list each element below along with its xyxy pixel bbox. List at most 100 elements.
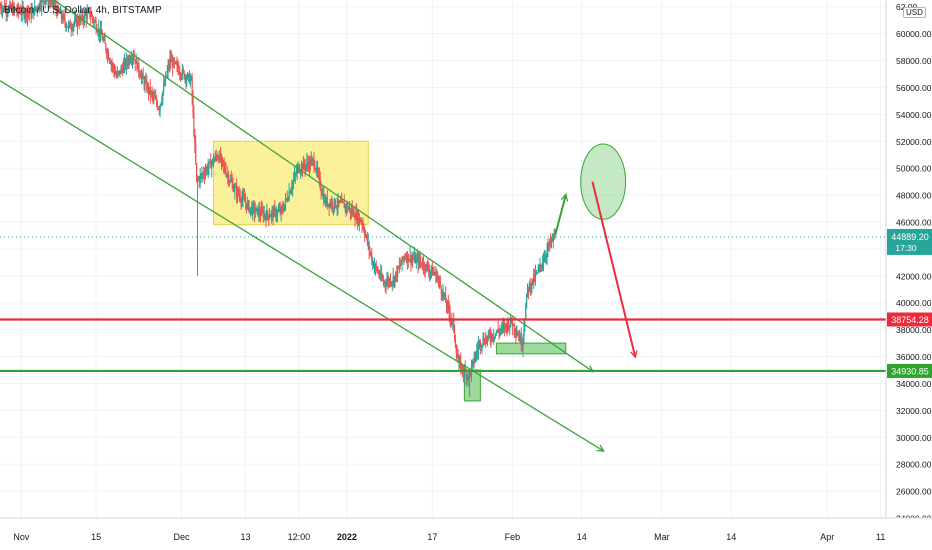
candle-body — [58, 6, 60, 12]
candle-up — [292, 180, 294, 197]
candle-down — [155, 89, 157, 101]
candle-down — [212, 153, 215, 168]
candle-body — [306, 161, 308, 165]
candle-down — [63, 13, 65, 21]
candle-body — [547, 244, 549, 251]
candle-body — [249, 208, 251, 212]
candle-down — [90, 6, 92, 25]
candle-body — [65, 22, 67, 27]
candle-body — [373, 266, 376, 268]
candle-body — [479, 341, 481, 347]
candle-up — [212, 158, 214, 166]
last-price-badge — [887, 228, 932, 255]
candle-body — [331, 201, 333, 206]
candle-down — [222, 159, 224, 173]
candle-up — [471, 360, 473, 370]
candle-body — [258, 209, 260, 216]
candle-body — [309, 160, 312, 166]
candle-body — [114, 69, 116, 75]
candle-down — [312, 157, 314, 167]
candle-body — [532, 278, 534, 283]
candle-body — [17, 6, 19, 12]
currency-badge[interactable]: USD — [903, 7, 926, 18]
candle-up — [135, 53, 137, 65]
candle-body — [478, 341, 481, 345]
candle-up — [107, 47, 109, 64]
candle-body — [127, 62, 129, 64]
candle-body — [321, 192, 323, 196]
candle-down — [467, 374, 469, 381]
candle-body — [455, 346, 457, 354]
candle-up — [8, 4, 10, 14]
candle-down — [201, 166, 203, 179]
candle-down — [323, 186, 325, 206]
candle-body — [461, 365, 464, 371]
time-axis[interactable]: Nov 15 Dec 13 12:00 2022 17 Feb 14 Mar 14 Apr 11 — [0, 517, 932, 550]
candle-down — [264, 213, 266, 221]
candle-body — [15, 8, 17, 11]
candle-body — [391, 281, 393, 283]
candle-up — [288, 182, 290, 202]
candle-body — [209, 160, 211, 162]
candle-down — [436, 268, 438, 283]
candle-down — [248, 199, 250, 213]
candle-body — [38, 3, 40, 10]
candle-up — [211, 160, 213, 178]
last-price-label: 44889.20 — [891, 232, 929, 242]
candle-down — [529, 277, 531, 296]
candle-body — [76, 19, 78, 26]
candle-body — [193, 111, 195, 135]
candle-up — [293, 165, 296, 182]
candle-body — [107, 52, 109, 55]
candle-body — [459, 360, 461, 362]
candle-body — [207, 167, 209, 172]
candle-body — [513, 323, 515, 331]
candle-up — [273, 204, 275, 218]
candle-down — [240, 197, 242, 211]
chart-title: Bitcoin / U.S. Dollar, 4h, BITSTAMP — [4, 5, 162, 16]
candle-body — [519, 335, 521, 341]
candle-body — [430, 267, 433, 271]
candle-up — [10, 3, 13, 13]
candle-down — [192, 89, 194, 119]
candle-down — [210, 152, 212, 169]
candle-body — [413, 259, 415, 261]
candle-body — [216, 156, 218, 159]
candle-down — [326, 190, 328, 210]
candle-up — [534, 264, 537, 286]
candle-down — [335, 205, 337, 210]
candle-down — [313, 152, 315, 173]
candle-up — [249, 208, 251, 215]
x-tick-label: 12:00 — [288, 532, 311, 542]
candle-up — [331, 196, 333, 212]
candle-down — [71, 23, 73, 32]
candle-down — [206, 163, 208, 176]
candle-body — [317, 172, 320, 175]
candle-down — [15, 7, 17, 12]
candle-body — [198, 178, 200, 182]
price-axis[interactable]: 38754.2834930.8524000.0026000.0028000.00… — [885, 0, 932, 550]
candle-up — [339, 199, 341, 204]
candle-down — [521, 338, 523, 352]
y-tick-label: 58000.00 — [896, 56, 932, 66]
candle-up — [544, 250, 546, 264]
candle-up — [510, 314, 512, 328]
candle-body — [529, 283, 531, 290]
candle-body — [52, 0, 54, 6]
candle-body — [88, 10, 90, 12]
candle-up — [38, 2, 40, 13]
candle-body — [115, 74, 117, 76]
candle-body — [446, 303, 449, 307]
candle-body — [326, 198, 328, 206]
candle-body — [152, 93, 154, 97]
candle-body — [340, 200, 343, 203]
candle-body — [308, 164, 310, 169]
candle-up — [29, 7, 31, 14]
candle-up — [348, 201, 351, 213]
candle-body — [549, 240, 551, 246]
candle-down — [340, 195, 342, 204]
candle-body — [531, 278, 533, 287]
candle-body — [359, 217, 361, 223]
candle-body — [445, 294, 447, 303]
